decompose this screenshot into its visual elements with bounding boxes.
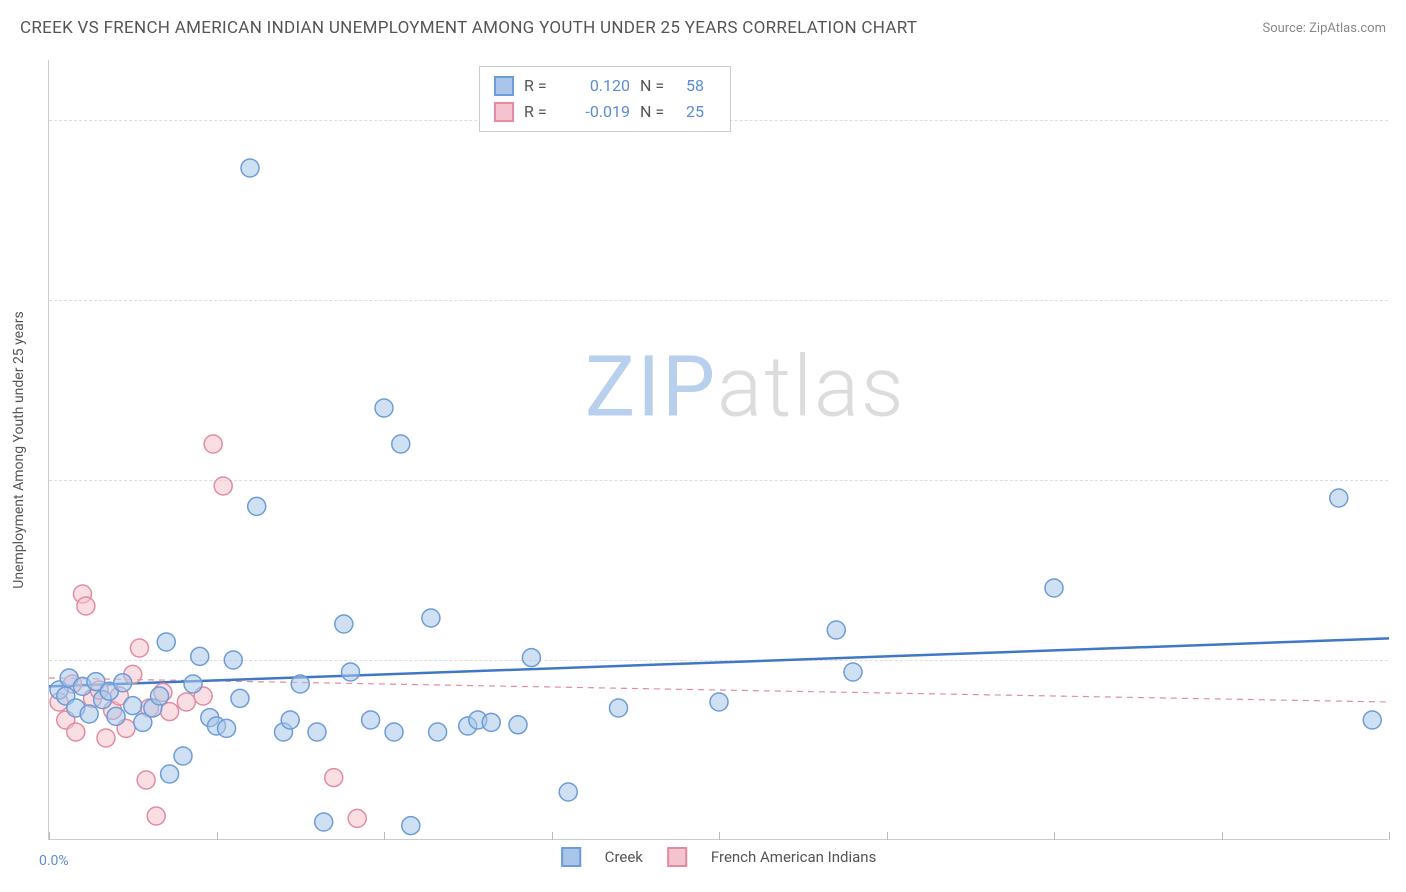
data-point xyxy=(335,615,353,633)
scatter-svg xyxy=(49,60,1388,839)
swatch-french xyxy=(494,102,514,122)
data-point xyxy=(1045,579,1063,597)
data-point xyxy=(151,687,169,705)
data-point xyxy=(710,693,728,711)
data-point xyxy=(610,699,628,717)
corr-row-creek: R = 0.120 N = 58 xyxy=(494,73,716,99)
r-label: R = xyxy=(524,99,560,125)
data-point xyxy=(281,711,299,729)
correlation-legend: R = 0.120 N = 58 R = -0.019 N = 25 xyxy=(479,66,731,132)
y-tick-label: 15.0% xyxy=(1395,652,1406,668)
data-point xyxy=(325,769,343,787)
data-point xyxy=(77,597,95,615)
n-label: N = xyxy=(640,73,676,99)
data-point xyxy=(429,723,447,741)
data-point xyxy=(67,723,85,741)
legend-swatch-french xyxy=(667,847,687,867)
data-point xyxy=(402,817,420,835)
source-attribution: Source: ZipAtlas.com xyxy=(1262,21,1386,36)
n-label: N = xyxy=(640,99,676,125)
chart-title: CREEK VS FRENCH AMERICAN INDIAN UNEMPLOY… xyxy=(20,18,917,38)
data-point xyxy=(1330,489,1348,507)
data-point xyxy=(161,765,179,783)
data-point xyxy=(218,719,236,737)
legend-label-creek: Creek xyxy=(605,848,643,866)
data-point xyxy=(844,663,862,681)
data-point xyxy=(157,633,175,651)
r-value-creek: 0.120 xyxy=(570,73,630,99)
data-point xyxy=(827,621,845,639)
data-point xyxy=(509,716,527,734)
data-point xyxy=(348,809,366,827)
data-point xyxy=(308,723,326,741)
r-value-french: -0.019 xyxy=(570,99,630,125)
legend-label-french: French American Indians xyxy=(711,848,876,866)
data-point xyxy=(482,713,500,731)
data-point xyxy=(114,674,132,692)
data-point xyxy=(147,807,165,825)
data-point xyxy=(392,435,410,453)
data-point xyxy=(130,639,148,657)
data-point xyxy=(231,689,249,707)
plot-area: Unemployment Among Youth under 25 years … xyxy=(48,60,1388,840)
trend-line-creek xyxy=(49,638,1389,686)
data-point xyxy=(559,783,577,801)
data-point xyxy=(522,649,540,667)
y-tick-label: 45.0% xyxy=(1395,292,1406,308)
x-axis-max-label: 40.0% xyxy=(1393,853,1406,869)
n-value-creek: 58 xyxy=(686,73,716,99)
data-point xyxy=(385,723,403,741)
series-legend: Creek French American Indians xyxy=(561,847,877,867)
corr-row-french: R = -0.019 N = 25 xyxy=(494,99,716,125)
data-point xyxy=(177,693,195,711)
data-point xyxy=(204,435,222,453)
data-point xyxy=(375,399,393,417)
n-value-french: 25 xyxy=(686,99,716,125)
data-point xyxy=(224,651,242,669)
data-point xyxy=(97,729,115,747)
data-point xyxy=(315,813,333,831)
data-point xyxy=(184,675,202,693)
y-axis-label: Unemployment Among Youth under 25 years xyxy=(11,311,27,588)
x-axis-min-label: 0.0% xyxy=(39,853,69,869)
data-point xyxy=(1363,711,1381,729)
swatch-creek xyxy=(494,76,514,96)
y-tick-label: 30.0% xyxy=(1395,472,1406,488)
data-point xyxy=(422,609,440,627)
data-point xyxy=(107,707,125,725)
data-point xyxy=(362,711,380,729)
data-point xyxy=(342,663,360,681)
data-point xyxy=(291,675,309,693)
r-label: R = xyxy=(524,73,560,99)
data-point xyxy=(241,159,259,177)
data-point xyxy=(214,477,232,495)
data-point xyxy=(80,705,98,723)
data-point xyxy=(191,647,209,665)
legend-swatch-creek xyxy=(561,847,581,867)
data-point xyxy=(137,771,155,789)
y-tick-label: 60.0% xyxy=(1395,112,1406,128)
data-point xyxy=(161,703,179,721)
data-point xyxy=(248,497,266,515)
data-point xyxy=(174,747,192,765)
data-point xyxy=(124,697,142,715)
